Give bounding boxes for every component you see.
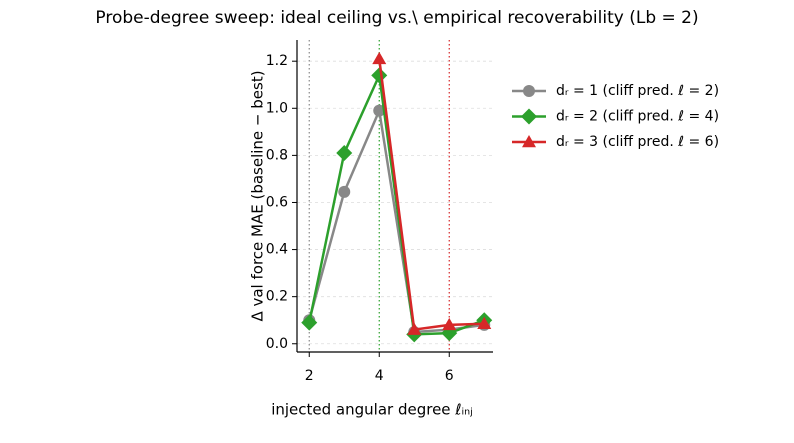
- legend-label: dᵣ = 2 (cliff pred. ℓ = 4): [556, 109, 719, 125]
- marker: [336, 145, 353, 162]
- marker: [301, 314, 318, 331]
- legend-marker: [522, 135, 536, 148]
- y-tick-label: 1.0: [266, 100, 288, 116]
- y-axis-label: Δ val force MAE (baseline − best): [249, 70, 267, 321]
- legend-marker: [523, 85, 535, 97]
- marker: [407, 322, 422, 335]
- legend-label: dᵣ = 1 (cliff pred. ℓ = 2): [556, 83, 719, 99]
- series-line: [378, 58, 485, 332]
- marker: [373, 104, 386, 117]
- x-tick-label: 4: [375, 368, 384, 384]
- legend-label: dᵣ = 3 (cliff pred. ℓ = 6): [556, 134, 719, 150]
- y-tick-label: 0.0: [266, 336, 288, 352]
- y-tick-label: 0.4: [266, 242, 288, 258]
- chart-title: Probe-degree sweep: ideal ceiling vs.\ e…: [95, 8, 698, 28]
- x-tick-label: 6: [445, 368, 454, 384]
- y-tick-label: 0.2: [266, 289, 288, 305]
- marker: [477, 316, 492, 329]
- marker: [371, 67, 388, 84]
- legend-marker: [521, 108, 537, 125]
- y-tick-label: 0.6: [266, 194, 288, 210]
- series-line: [308, 106, 485, 334]
- marker: [372, 51, 387, 65]
- x-tick-label: 2: [305, 368, 314, 384]
- y-tick-label: 1.2: [266, 53, 288, 69]
- series-line: [308, 70, 485, 336]
- marker: [442, 317, 457, 331]
- y-tick-label: 0.8: [266, 147, 288, 163]
- marker: [338, 185, 351, 198]
- x-axis-label: injected angular degree ℓᵢₙⱼ: [271, 401, 473, 419]
